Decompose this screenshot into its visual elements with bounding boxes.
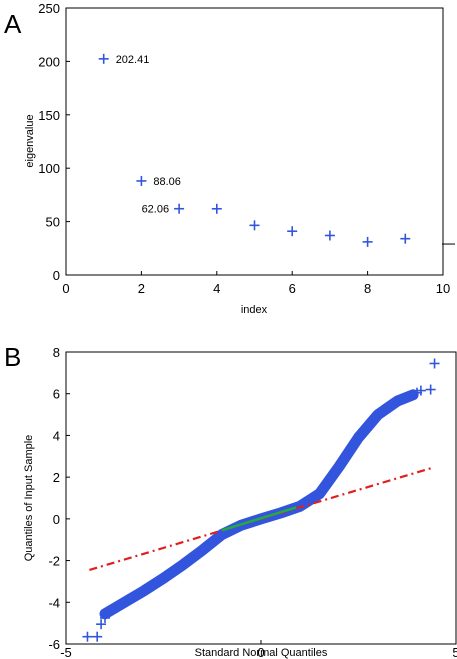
a-y-tick-label-0: 0 — [53, 268, 60, 283]
a-point-6 — [324, 230, 335, 241]
b-y-tick-label-6: 6 — [53, 387, 60, 402]
a-annotation-0: 202.41 — [116, 54, 150, 66]
panel-b-tail-points — [82, 358, 440, 642]
panel-b-letter: B — [4, 342, 21, 372]
a-x-tick-label-4: 8 — [364, 281, 371, 296]
a-point-3 — [211, 203, 222, 214]
b-tail-point-6 — [425, 384, 436, 395]
a-y-tick-label-4: 200 — [38, 54, 60, 69]
a-annotation-2: 62.06 — [142, 204, 170, 216]
a-y-tick-label-3: 150 — [38, 108, 60, 123]
b-tail-point-3 — [100, 612, 110, 623]
panel-a-y-label: eigenvalue — [24, 114, 36, 167]
b-y-tick-label-7: 8 — [53, 345, 60, 360]
a-point-4 — [249, 220, 260, 231]
panel-b: B -5 0 5 -6 -4 -2 0 2 4 6 8 Standard Normal Quant… — [4, 342, 457, 659]
a-point-7 — [362, 236, 373, 247]
b-y-tick-label-4: 2 — [53, 470, 60, 485]
b-tail-point-1 — [92, 631, 103, 642]
b-y-tick-label-0: -6 — [48, 637, 60, 652]
b-tail-point-7 — [429, 358, 440, 369]
a-x-tick-label-3: 6 — [289, 281, 296, 296]
panel-b-y-axis: -6 -4 -2 0 2 4 6 8 — [48, 345, 70, 652]
b-y-tick-label-3: 0 — [53, 512, 60, 527]
b-x-tick-label-0: -5 — [60, 645, 72, 659]
panel-a-x-label: index — [241, 304, 268, 316]
b-tail-point-2 — [96, 619, 107, 630]
b-y-tick-label-1: -4 — [48, 595, 60, 610]
panel-a-x-axis: 0 2 4 6 8 10 — [62, 271, 450, 296]
panel-b-x-label: Standard Normal Quantiles — [195, 647, 328, 659]
b-y-tick-label-5: 4 — [53, 428, 60, 443]
a-y-tick-label-1: 50 — [46, 215, 60, 230]
a-y-tick-label-2: 100 — [38, 161, 60, 176]
a-point-8 — [400, 233, 411, 244]
panel-b-reference-lines — [89, 466, 433, 572]
a-point-0 — [98, 53, 109, 64]
b-x-tick-label-1: 0 — [257, 645, 264, 659]
panel-a-points — [98, 53, 411, 247]
b-tail-point-0 — [82, 631, 93, 642]
a-point-2 — [174, 203, 185, 214]
a-point-5 — [287, 226, 298, 237]
panel-a: A 0 2 4 6 8 10 0 50 100 150 200 250 202.41 88.06 62.… — [4, 1, 455, 316]
b-reference-line — [89, 466, 433, 572]
b-y-tick-label-2: -2 — [48, 554, 60, 569]
a-x-tick-label-1: 2 — [138, 281, 145, 296]
panel-b-y-label: Quantiles of Input Sample — [23, 435, 35, 562]
panel-a-y-axis: 0 50 100 150 200 250 — [38, 1, 455, 283]
b-central-fit-line — [221, 506, 297, 532]
panel-b-x-axis: -5 0 5 — [60, 640, 457, 659]
b-tail-point-5 — [415, 385, 426, 396]
b-x-tick-label-2: 5 — [452, 645, 457, 659]
panel-a-letter: A — [4, 9, 22, 39]
panel-a-annotations: 202.41 88.06 62.06 — [116, 54, 181, 216]
panel-a-plot-area — [65, 7, 444, 276]
a-point-1 — [136, 175, 147, 186]
a-x-tick-label-2: 4 — [213, 281, 220, 296]
a-x-tick-label-5: 10 — [436, 281, 450, 296]
a-y-tick-label-5: 250 — [38, 1, 60, 16]
a-x-tick-label-0: 0 — [62, 281, 69, 296]
a-annotation-1: 88.06 — [153, 176, 181, 188]
